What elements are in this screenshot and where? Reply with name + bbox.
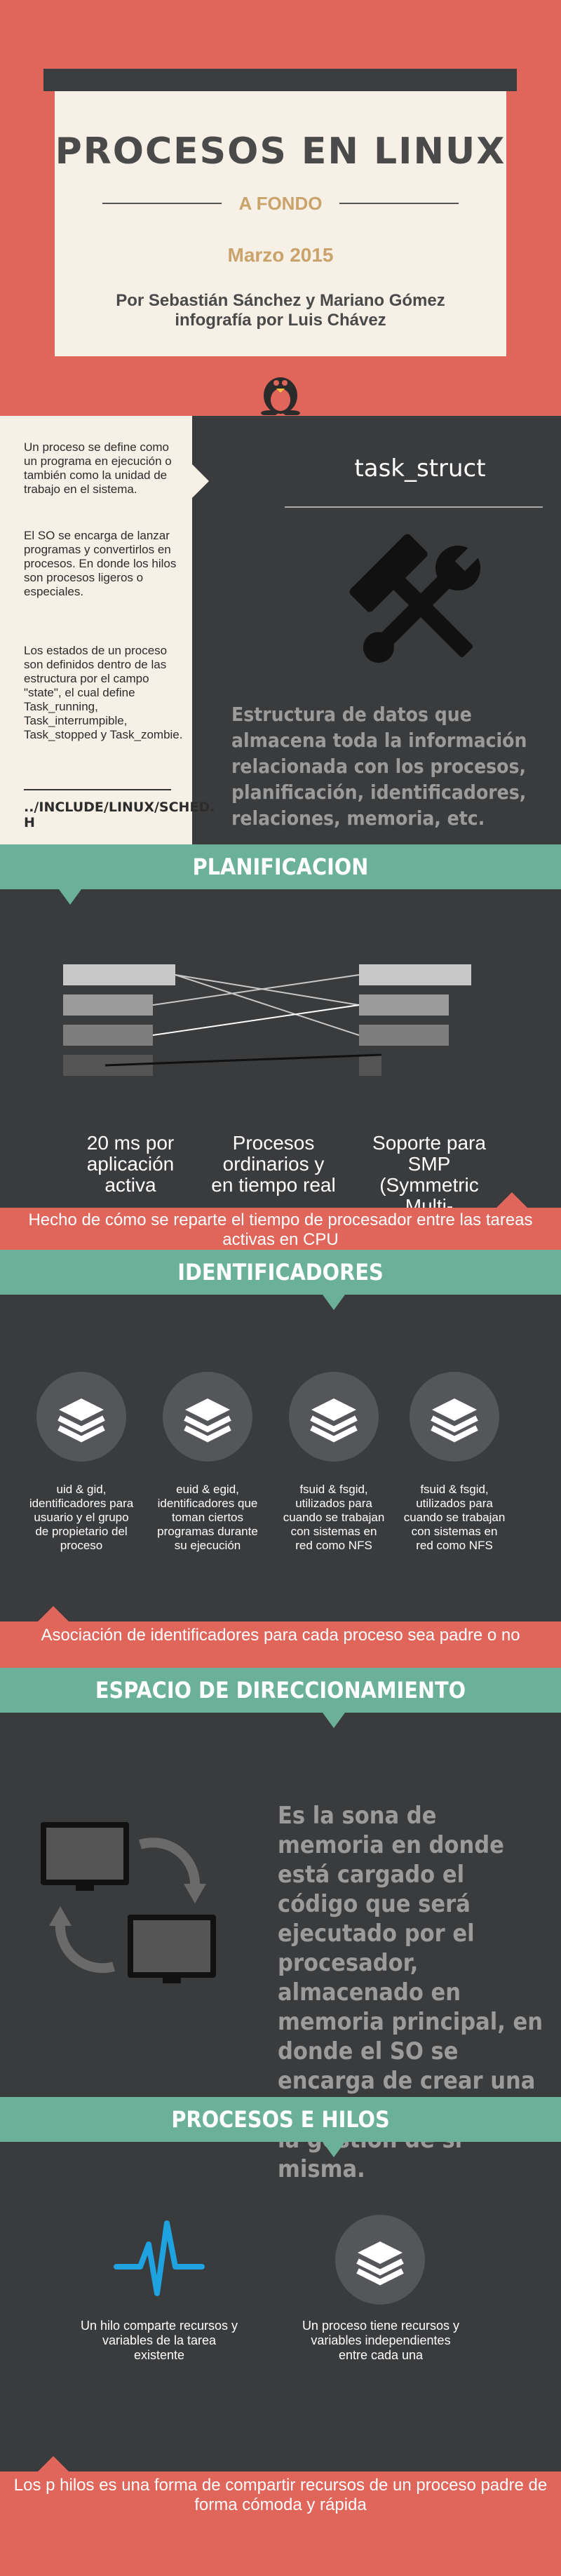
id-circle-4 bbox=[410, 1372, 499, 1462]
hero-top-bar bbox=[43, 69, 517, 91]
proceso-description: Un proceso tiene recursos y variables in… bbox=[302, 2319, 460, 2362]
divider-right bbox=[339, 203, 459, 204]
hero-card: PROCESOS EN LINUX A FONDO Marzo 2015 Por… bbox=[55, 91, 506, 356]
section-notch bbox=[323, 1295, 345, 1310]
id-text-3: fsuid & fsgid, utilizados para cuando se… bbox=[283, 1483, 385, 1552]
planificacion-footer: Hecho de cómo se reparte el tiempo de pr… bbox=[28, 1211, 533, 1249]
monitors-sync-icon bbox=[41, 1822, 216, 1983]
identificadores-footer: Asociación de identificadores para cada … bbox=[41, 1626, 520, 1645]
layers-icon bbox=[310, 1398, 358, 1443]
section-notch bbox=[59, 889, 81, 905]
task-struct-title: task_struct bbox=[354, 454, 486, 483]
section-espacio: ESPACIO DE DIRECCIONAMIENTO bbox=[0, 1668, 561, 1713]
section-planificacion: PLANIFICACION bbox=[0, 844, 561, 889]
intro-paragraph-3: Los estados de un proceso son definidos … bbox=[24, 644, 183, 741]
section-identificadores: IDENTIFICADORES bbox=[0, 1250, 561, 1295]
header-path-line-1: ../INCLUDE/LINUX/SCHED. bbox=[24, 800, 215, 815]
hilos-footer: Los p hilos es una forma de compartir re… bbox=[13, 2476, 548, 2514]
red-notch bbox=[38, 2456, 69, 2472]
red-notch bbox=[38, 1606, 69, 1621]
intro-paragraph-1: Un proceso se define como un programa en… bbox=[24, 440, 172, 496]
authors: Por Sebastián Sánchez y Mariano Gómez in… bbox=[55, 291, 506, 330]
layers-icon bbox=[184, 1398, 231, 1443]
task-struct-panel bbox=[192, 416, 561, 844]
layers-icon bbox=[58, 1398, 105, 1443]
section-title: PLANIFICACION bbox=[192, 854, 369, 880]
id-circle-1 bbox=[36, 1372, 126, 1462]
layers-icon bbox=[431, 1398, 478, 1443]
hilo-description: Un hilo comparte recursos y variables de… bbox=[80, 2319, 238, 2362]
planificacion-footer-band bbox=[0, 1208, 561, 1250]
page-title: PROCESOS EN LINUX bbox=[55, 130, 506, 173]
hilos-footer-band bbox=[0, 2472, 561, 2576]
divider-left bbox=[102, 203, 222, 204]
queue-bar-2 bbox=[63, 994, 153, 1016]
section-hilos: PROCESOS E HILOS bbox=[0, 2097, 561, 2142]
cpu-bar-2 bbox=[359, 994, 449, 1016]
intro-notch bbox=[192, 464, 209, 498]
section-notch bbox=[323, 1713, 345, 1728]
queue-bar-1 bbox=[63, 964, 175, 985]
section-title: IDENTIFICADORES bbox=[177, 1259, 384, 1286]
cpu-bar-4 bbox=[359, 1055, 381, 1076]
section-notch bbox=[323, 2142, 345, 2157]
tux-penguin-icon bbox=[261, 377, 300, 415]
header-path-line-2: H bbox=[24, 815, 35, 830]
queue-bar-3 bbox=[63, 1025, 153, 1046]
id-text-2: euid & egid, identificadores que toman c… bbox=[157, 1483, 258, 1552]
id-text-4: fsuid & fsgid, utilizados para cuando se… bbox=[403, 1483, 506, 1552]
section-title: PROCESOS E HILOS bbox=[171, 2106, 390, 2133]
date: Marzo 2015 bbox=[227, 244, 334, 266]
layers-icon bbox=[356, 2241, 404, 2286]
id-text-1: uid & gid, identificadores para usuario … bbox=[29, 1483, 134, 1552]
intro-paragraph-2: El SO se encarga de lanzar programas y c… bbox=[24, 529, 177, 598]
task-struct-rule bbox=[285, 506, 543, 508]
planificacion-label-2: Procesos ordinarios y en tiempo real bbox=[211, 1132, 336, 1196]
id-circle-2 bbox=[163, 1372, 252, 1462]
identificadores-footer-band bbox=[0, 1621, 561, 1668]
header-path: ../INCLUDE/LINUX/SCHED. H bbox=[24, 800, 215, 830]
task-struct-description: Estructura de datos que almacena toda la… bbox=[231, 703, 527, 830]
authors-line-2: infografía por Luis Chávez bbox=[175, 311, 386, 330]
section-title: ESPACIO DE DIRECCIONAMIENTO bbox=[95, 1677, 466, 1704]
cpu-bar-1 bbox=[359, 964, 471, 985]
pulse-icon bbox=[114, 2220, 205, 2296]
subtitle: A FONDO bbox=[238, 193, 323, 214]
planificacion-label-1: 20 ms por aplicación activa bbox=[86, 1132, 175, 1196]
id-circle-3 bbox=[289, 1372, 379, 1462]
red-notch bbox=[496, 1192, 527, 1208]
intro-panel bbox=[0, 416, 192, 844]
intro-rule bbox=[24, 789, 171, 790]
authors-line-1: Por Sebastián Sánchez y Mariano Gómez bbox=[116, 291, 445, 310]
hilos-circle bbox=[335, 2215, 425, 2305]
tools-icon bbox=[349, 534, 481, 663]
cpu-bar-3 bbox=[359, 1025, 449, 1046]
scheduler-diagram bbox=[63, 964, 471, 1076]
